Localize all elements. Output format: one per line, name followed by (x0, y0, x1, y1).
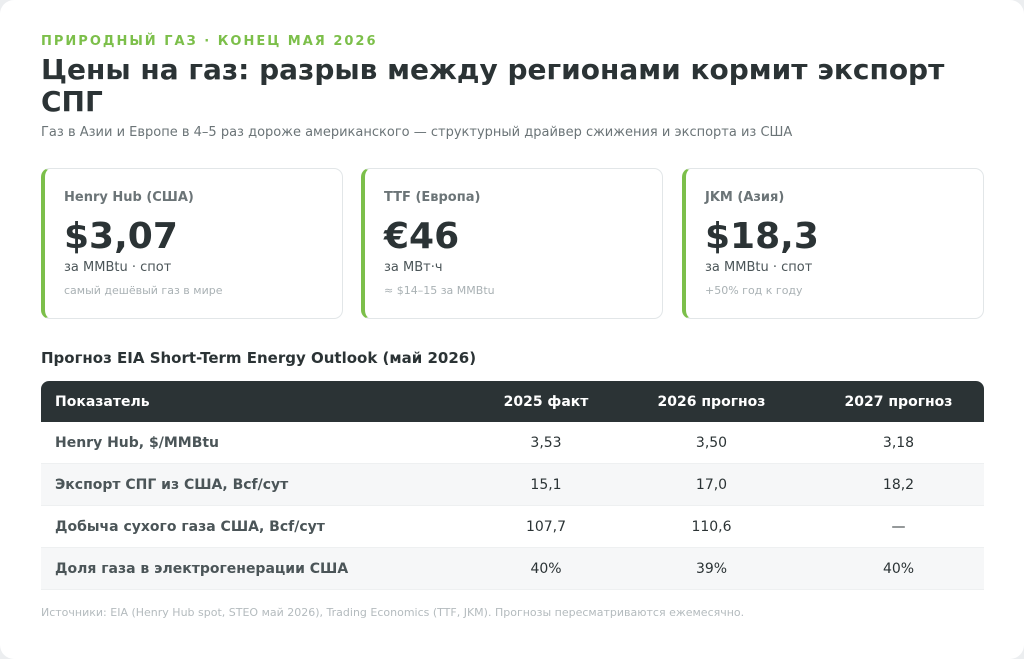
row-label: Экспорт СПГ из США, Bcf/сут (55, 476, 289, 493)
column-header: Показатель (55, 393, 150, 410)
table-cell: 39% (695, 560, 728, 577)
kpi-value: $18,3 (705, 216, 819, 257)
kpi-note: +50% год к году (705, 284, 803, 297)
row-label: Доля газа в электрогенерации США (55, 560, 349, 577)
kpi-value: €46 (384, 216, 460, 257)
table-cell: 3,53 (530, 434, 562, 451)
table-cell: 18,2 (882, 476, 915, 493)
table-cell: 15,1 (530, 476, 562, 493)
table-cell: 107,7 (525, 518, 567, 535)
table-row: Henry Hub, $/MMBtu 3,53 3,50 3,18 (41, 422, 984, 464)
table-cell: 40% (882, 560, 915, 577)
row-label: Добыча сухого газа США, Bcf/сут (55, 518, 325, 535)
table-title: Прогноз EIA Short-Term Energy Outlook (м… (41, 349, 477, 367)
kpi-card-jkm: JKM (Азия) $18,3 за MMBtu · спот +50% го… (682, 168, 984, 319)
table-cell: 3,50 (695, 434, 728, 451)
table-row: Экспорт СПГ из США, Bcf/сут 15,1 17,0 18… (41, 464, 984, 506)
column-header: 2025 факт (503, 393, 589, 410)
table-cell: — (891, 518, 906, 535)
page-title: Цены на газ: разрыв между регионами корм… (41, 53, 945, 118)
kpi-label: Henry Hub (США) (64, 190, 194, 205)
kpi-note: ≈ $14–15 за MMBtu (384, 284, 495, 297)
table-cell: 3,18 (882, 434, 915, 451)
column-header: 2027 прогноз (844, 393, 953, 410)
kpi-unit: за MMBtu · спот (705, 260, 813, 275)
table-cell: 110,6 (691, 518, 732, 535)
kpi-note: самый дешёвый газ в мире (64, 284, 223, 297)
kpi-card-ttf: TTF (Европа) €46 за МВт·ч ≈ $14–15 за MM… (361, 168, 663, 319)
column-header: 2026 прогноз (657, 393, 766, 410)
table-row: Доля газа в электрогенерации США 40% 39%… (41, 548, 984, 590)
eyebrow-label: ПРИРОДНЫЙ ГАЗ · КОНЕЦ МАЯ 2026 (41, 34, 378, 49)
kpi-unit: за МВт·ч (384, 260, 443, 275)
source-footnote: Источники: EIA (Henry Hub spot, STEO май… (41, 606, 745, 619)
kpi-label: JKM (Азия) (705, 190, 785, 205)
forecast-table: Показатель 2025 факт 2026 прогноз 2027 п… (41, 381, 984, 590)
page-subtitle: Газ в Азии и Европе в 4–5 раз дороже аме… (41, 125, 793, 140)
row-label: Henry Hub, $/MMBtu (55, 434, 220, 451)
kpi-unit: за MMBtu · спот (64, 260, 172, 275)
kpi-value: $3,07 (64, 216, 178, 257)
table-header: Показатель 2025 факт 2026 прогноз 2027 п… (41, 381, 984, 422)
table-cell: 40% (530, 560, 562, 577)
table-cell: 17,0 (695, 476, 728, 493)
table-row: Добыча сухого газа США, Bcf/сут 107,7 11… (41, 506, 984, 548)
kpi-label: TTF (Европа) (384, 190, 481, 205)
kpi-card-henry-hub: Henry Hub (США) $3,07 за MMBtu · спот са… (41, 168, 343, 319)
